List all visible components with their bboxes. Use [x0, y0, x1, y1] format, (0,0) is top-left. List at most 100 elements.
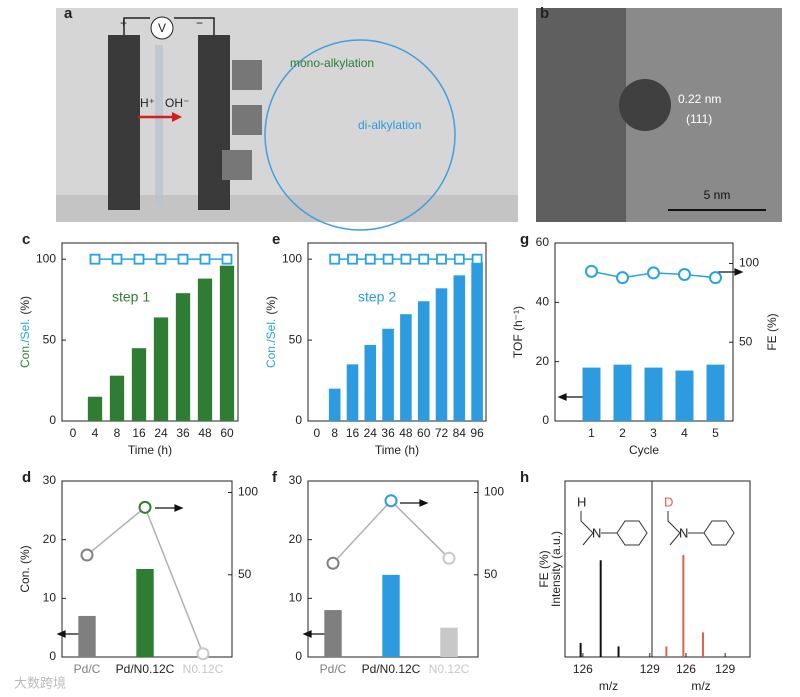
y-tick-label: 30 — [289, 473, 303, 487]
x-tick-label: 24 — [154, 426, 168, 440]
x-tick-label: N0.12C — [183, 662, 224, 676]
bar — [197, 278, 213, 421]
atom: N — [592, 525, 601, 540]
plot-frame — [554, 242, 734, 422]
cycle-ring — [264, 39, 456, 231]
bar — [471, 262, 483, 421]
marker — [418, 253, 430, 265]
marker — [177, 253, 189, 265]
x-axis-label: Time (h) — [375, 443, 419, 457]
marker — [199, 253, 211, 265]
bar — [453, 275, 466, 421]
y-tick-label: 10 — [43, 591, 57, 605]
anode — [108, 35, 140, 210]
annotation: step 2 — [358, 289, 396, 305]
marker — [647, 266, 660, 280]
marker — [196, 647, 210, 661]
atom: H — [577, 494, 586, 509]
y-label-part: (%) — [18, 296, 32, 315]
y-tick-label: 20 — [289, 532, 303, 546]
y-tick-label: 0 — [49, 413, 56, 427]
label: V — [158, 21, 166, 35]
y-axis-label: Intensity (a.u.) — [549, 531, 563, 607]
panel-label: f — [272, 469, 278, 486]
y2-tick-label: 50 — [238, 567, 252, 581]
x-tick-label: 126 — [676, 662, 696, 676]
x-tick-label: 16 — [346, 426, 360, 440]
marker — [453, 253, 465, 265]
panel-label: a — [64, 5, 73, 22]
marker — [347, 253, 358, 265]
label: (111) — [686, 112, 712, 126]
y-tick-label: 100 — [36, 251, 56, 265]
y-tick-label: 60 — [536, 235, 550, 249]
bar — [644, 367, 663, 421]
y-tick-label: 10 — [289, 591, 303, 605]
line — [332, 499, 450, 564]
x-tick-label: 36 — [381, 426, 395, 440]
x-tick-label: 16 — [132, 426, 146, 440]
bar — [382, 574, 400, 657]
y-label-part: /Sel. — [264, 319, 278, 343]
x-tick-label: 96 — [470, 426, 484, 440]
x-tick-label: Pd/C — [320, 662, 347, 676]
label: − — [196, 16, 203, 30]
label: H⁺ — [140, 96, 155, 110]
label: di-alkylation — [358, 118, 421, 132]
bar — [219, 265, 235, 421]
y-tick-label: 0 — [295, 413, 302, 427]
y-tick-label: 20 — [536, 354, 550, 368]
bar — [87, 396, 103, 421]
panel-label: e — [272, 231, 280, 248]
watermark: 大数跨境 — [14, 675, 66, 690]
y2-tick-label: 100 — [484, 485, 504, 499]
x-tick-label: Pd/C — [74, 662, 101, 676]
cube — [232, 105, 262, 135]
panel-label: h — [520, 469, 529, 486]
x-tick-label: 48 — [198, 426, 212, 440]
y-axis-label: Con. (%) — [18, 545, 32, 592]
bond — [580, 511, 594, 546]
y2-axis-label: FE (%) — [765, 313, 779, 350]
bar — [382, 328, 394, 421]
marker — [471, 253, 483, 265]
bar — [78, 615, 96, 657]
bar — [706, 364, 725, 421]
cathode — [198, 35, 230, 210]
marker — [585, 264, 598, 278]
marker — [709, 271, 722, 285]
x-tick-label: 8 — [114, 426, 121, 440]
marker — [138, 500, 152, 514]
y-label-part: (%) — [264, 296, 278, 315]
arrow-head — [174, 504, 184, 512]
y-tick-label: 30 — [43, 473, 57, 487]
bond — [667, 511, 681, 546]
bar — [582, 367, 601, 421]
x-tick-label: 60 — [417, 426, 431, 440]
label: 0.22 nm — [678, 92, 721, 106]
x-tick-label: 2 — [619, 426, 626, 440]
particle — [619, 79, 671, 131]
x-tick-label: 36 — [176, 426, 190, 440]
y-axis-label: FE (%) — [537, 550, 551, 587]
marker — [89, 253, 101, 265]
marker — [436, 253, 447, 265]
atom: D — [664, 494, 673, 509]
y-label-part: /Sel. — [18, 319, 32, 343]
x-tick-label: 0 — [70, 426, 77, 440]
marker — [155, 253, 167, 265]
bar — [613, 364, 632, 421]
plot-frame — [651, 480, 751, 658]
plot-frame — [61, 242, 239, 422]
y-axis-label: Con./Sel. (%) — [18, 296, 32, 368]
bar — [675, 370, 694, 421]
y-tick-label: 40 — [536, 295, 550, 309]
x-tick-label: 4 — [681, 426, 688, 440]
ring — [616, 520, 648, 546]
marker — [329, 253, 341, 265]
x-tick-label: 129 — [715, 662, 735, 676]
schematic: + − V H⁺ OH⁻ mono-alkylation di-alkylati… — [56, 8, 518, 231]
marker — [678, 268, 691, 282]
ring — [703, 520, 735, 546]
y-tick-label: 50 — [289, 332, 303, 346]
